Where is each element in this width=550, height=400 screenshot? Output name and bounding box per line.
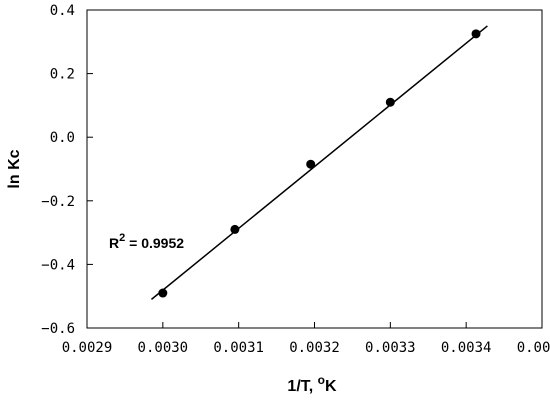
r-squared-value: = 0.9952	[125, 235, 184, 251]
x-tick-label: 0.0033	[365, 340, 416, 356]
data-point	[385, 97, 395, 107]
trendline	[150, 25, 488, 300]
x-tick-label: 0.0029	[62, 340, 113, 356]
data-point	[471, 29, 481, 39]
y-tick-label: 0.2	[50, 67, 75, 83]
r-squared-prefix: R	[109, 235, 119, 251]
x-tick-labels: 0.0029 0.0030 0.0031 0.0032 0.0033 0.0034 0.00…	[62, 340, 550, 356]
tick-marks	[86, 9, 543, 329]
x-tick-label: 0.0034	[441, 340, 492, 356]
y-tick-label: −0.2	[41, 194, 75, 210]
y-tick-label: −0.4	[41, 257, 75, 273]
y-tick-labels: 0.4 0.2 0.0 −0.2 −0.4 −0.6	[41, 3, 75, 337]
x-axis-title-unit: K	[325, 378, 337, 395]
data-point	[158, 288, 168, 298]
x-tick-label: 0.0035	[517, 340, 550, 356]
y-tick-label: 0.0	[50, 130, 75, 146]
x-tick-label: 0.0030	[138, 340, 189, 356]
x-axis-title-main: 1/T,	[287, 378, 317, 395]
y-axis-title: ln Kc	[6, 149, 23, 188]
x-tick-label: 0.0032	[289, 340, 340, 356]
x-axis-title-superscript: o	[318, 373, 325, 387]
y-tick-label: 0.4	[50, 3, 75, 19]
r-squared-annotation: R2 = 0.9952	[109, 232, 184, 251]
x-axis-title: 1/T, oK	[287, 373, 337, 395]
y-tick-label: −0.6	[41, 321, 75, 337]
r-squared-superscript: 2	[119, 232, 125, 244]
plot-area-frame	[86, 9, 543, 329]
data-points	[158, 29, 481, 298]
x-tick-label: 0.0031	[213, 340, 264, 356]
data-point	[306, 159, 316, 169]
data-point	[230, 224, 240, 234]
